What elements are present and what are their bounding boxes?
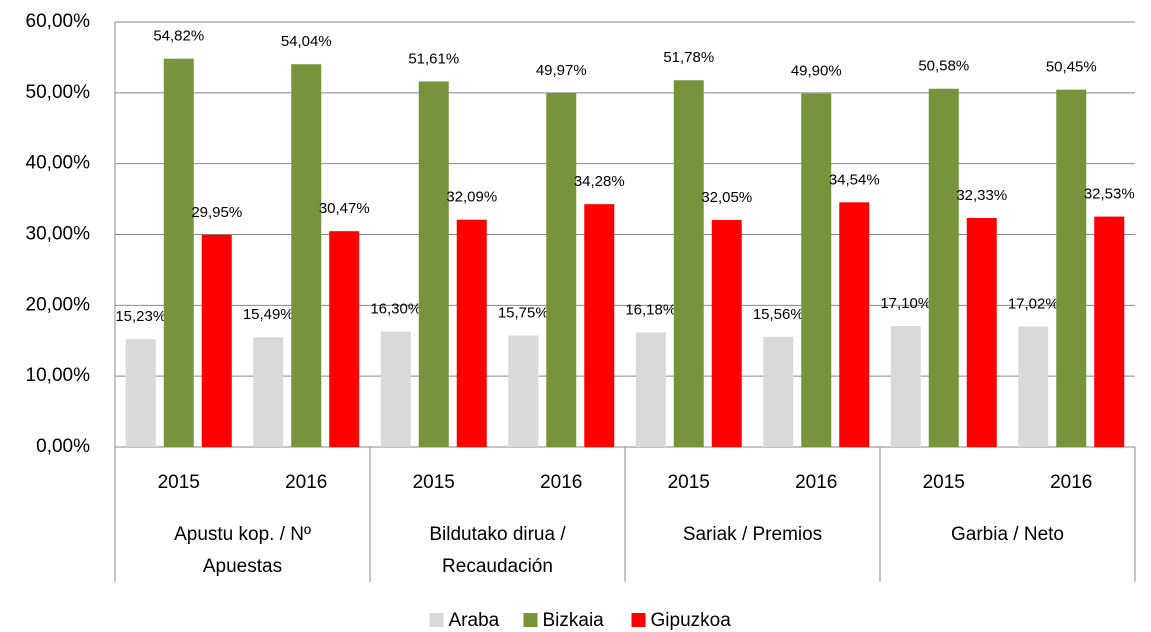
data-label: 15,23% [115,308,166,325]
y-tick-label: 60,00% [26,11,91,32]
bar [584,204,615,447]
bar [163,58,194,448]
data-label: 51,78% [663,49,714,66]
x-tick-label: 2015 [158,472,200,493]
data-label: 16,18% [625,301,676,318]
x-tick-label: 2016 [540,472,582,493]
data-label: 34,28% [574,173,625,190]
y-tick-label: 10,00% [26,365,91,386]
legend-label: Gipuzkoa [651,610,732,631]
bar [839,202,870,447]
bar [201,234,232,447]
bar [508,335,539,447]
x-tick-label: 2015 [923,472,965,493]
data-label: 17,10% [880,295,931,312]
x-tick-label: 2016 [285,472,327,493]
bar [928,88,959,447]
y-tick-label: 0,00% [36,436,90,457]
x-tick-label: 2015 [413,472,455,493]
y-tick-label: 30,00% [26,224,91,245]
data-label: 54,04% [281,33,332,50]
data-label: 32,53% [1084,186,1135,203]
bar [763,336,794,447]
data-label: 15,56% [753,306,804,323]
x-tick-label: 2016 [1050,472,1092,493]
data-label: 34,54% [829,171,880,188]
y-tick-label: 20,00% [26,294,91,315]
data-label: 49,97% [536,62,587,79]
bar [673,80,704,447]
data-label: 50,45% [1046,59,1097,76]
bar [966,217,997,447]
data-label: 29,95% [191,204,242,221]
y-tick-label: 50,00% [26,82,91,103]
data-label: 49,90% [791,63,842,80]
group-label: Sariak / Premios [683,524,822,545]
bar [380,331,411,447]
legend-label: Bizkaia [543,610,605,631]
bar [890,325,921,447]
data-label: 32,09% [446,189,497,206]
bar [456,219,487,447]
bar [1094,216,1125,447]
bar [1056,89,1087,447]
bar [1018,326,1049,447]
bar [635,332,666,447]
group-label: Apustu kop. / Nº [174,524,311,545]
group-label: Garbia / Neto [951,524,1064,545]
data-label: 54,82% [153,28,204,45]
group-label: Bildutako dirua / [429,524,566,545]
data-label: 17,02% [1008,295,1059,312]
bar [253,337,284,447]
data-label: 16,30% [370,301,421,318]
data-label: 30,47% [319,200,370,217]
bar [546,93,577,447]
data-label: 32,05% [701,189,752,206]
legend-swatch [429,613,444,627]
x-tick-label: 2015 [668,472,710,493]
bar [418,81,449,447]
data-label: 32,33% [956,187,1007,204]
bar [125,339,156,447]
y-tick-label: 40,00% [26,153,91,174]
group-label: Recaudación [442,556,553,577]
legend-label: Araba [449,610,500,631]
bar [711,219,742,447]
group-label: Apuestas [203,556,282,577]
data-label: 15,49% [243,306,294,323]
bar [801,93,832,448]
bar [329,231,360,447]
data-label: 15,75% [498,304,549,321]
x-tick-label: 2016 [795,472,837,493]
data-label: 51,61% [408,50,459,67]
bar [291,64,322,447]
legend-swatch [523,613,538,627]
legend-swatch [631,613,646,627]
data-label: 50,58% [918,58,969,75]
